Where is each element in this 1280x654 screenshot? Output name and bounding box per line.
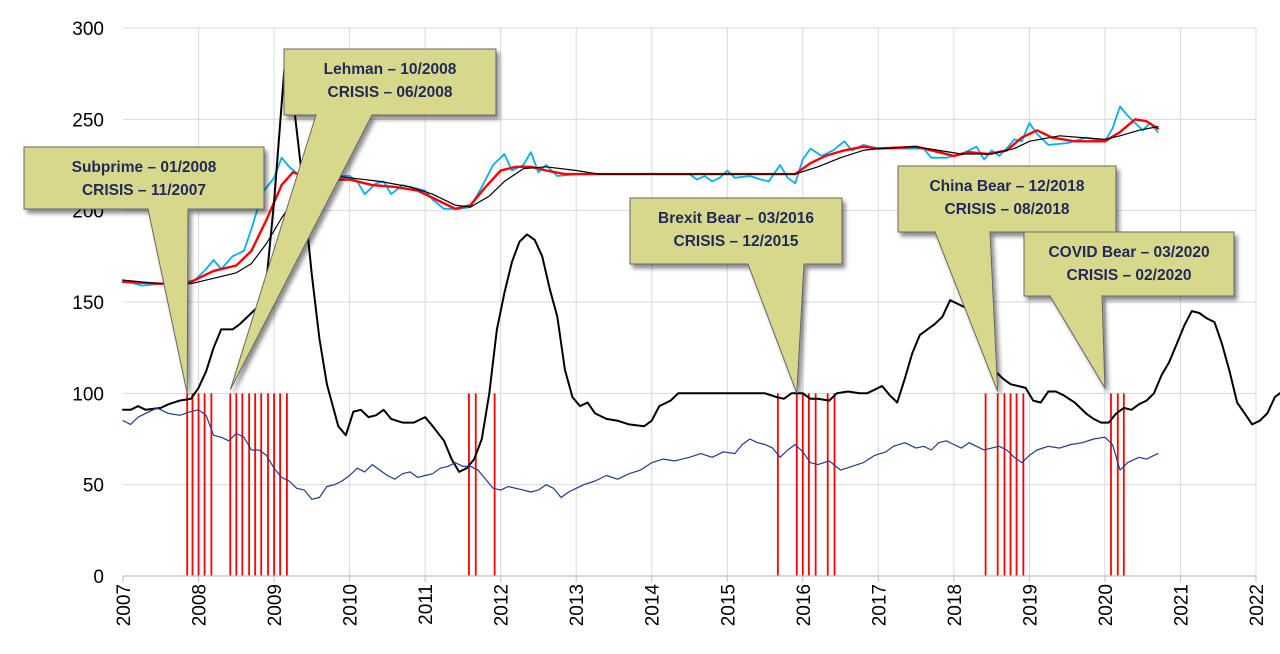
callout-subtitle: CRISIS – 12/2015: [674, 233, 799, 250]
callout-shape: [897, 165, 1117, 392]
x-tick-label: 2015: [718, 584, 739, 626]
x-tick-label: 2007: [114, 584, 135, 626]
y-tick-label: 300: [72, 19, 104, 40]
callout-shape: [1023, 231, 1235, 390]
x-tick-label: 2013: [567, 584, 588, 626]
callout: [897, 165, 1117, 392]
callout-shape: [23, 146, 265, 394]
callout-shape: [629, 197, 843, 394]
crisis-markers: [186, 393, 1125, 576]
callout-subtitle: CRISIS – 11/2007: [82, 182, 206, 199]
series-black-thin-line: [122, 125, 1159, 285]
callout-title: China Bear – 12/2018: [929, 178, 1084, 195]
annotations: Subprime – 01/2008 CRISIS – 11/2007 Lehman…: [23, 48, 1235, 394]
x-tick-label: 2021: [1171, 584, 1192, 626]
x-tick-label: 2016: [794, 584, 815, 626]
x-tick-label: 2009: [265, 584, 286, 626]
callout: [1023, 231, 1235, 390]
y-tick-label: 100: [72, 384, 104, 405]
series-navy-line: [122, 407, 1159, 500]
x-tick-label: 2010: [341, 584, 362, 626]
y-tick-label: 150: [72, 293, 104, 314]
x-tick-label: 2011: [416, 584, 437, 625]
callout-subtitle: CRISIS – 06/2008: [328, 84, 453, 101]
x-tick-label: 2014: [643, 584, 664, 627]
x-tick-label: 2017: [869, 584, 890, 626]
grid: [123, 27, 1257, 576]
callout-shape: [229, 48, 497, 390]
x-tick-label: 2008: [190, 584, 211, 626]
x-tick-label: 2018: [945, 584, 966, 626]
x-tick-label: 2020: [1096, 584, 1117, 626]
callout-title: Brexit Bear – 03/2016: [658, 210, 814, 227]
callout-subtitle: CRISIS – 08/2018: [945, 201, 1070, 218]
x-tick-label: 2022: [1247, 584, 1268, 626]
x-tick-label: 2012: [492, 584, 513, 626]
series-black-bold-line: [122, 54, 1280, 473]
callout: [629, 197, 843, 394]
callout-title: Lehman – 10/2008: [324, 61, 457, 78]
callout: [229, 48, 497, 390]
callout-title: Subprime – 01/2008: [72, 159, 217, 176]
callout-title: COVID Bear – 03/2020: [1048, 244, 1209, 261]
y-tick-label: 50: [83, 476, 104, 497]
series-group: [121, 54, 1280, 500]
y-tick-label: 250: [72, 110, 104, 131]
y-tick-label: 0: [93, 567, 104, 588]
series-red-line: [121, 118, 1160, 285]
callout: [23, 146, 265, 394]
x-tick-label: 2019: [1020, 584, 1041, 626]
callout-subtitle: CRISIS – 02/2020: [1067, 267, 1192, 284]
